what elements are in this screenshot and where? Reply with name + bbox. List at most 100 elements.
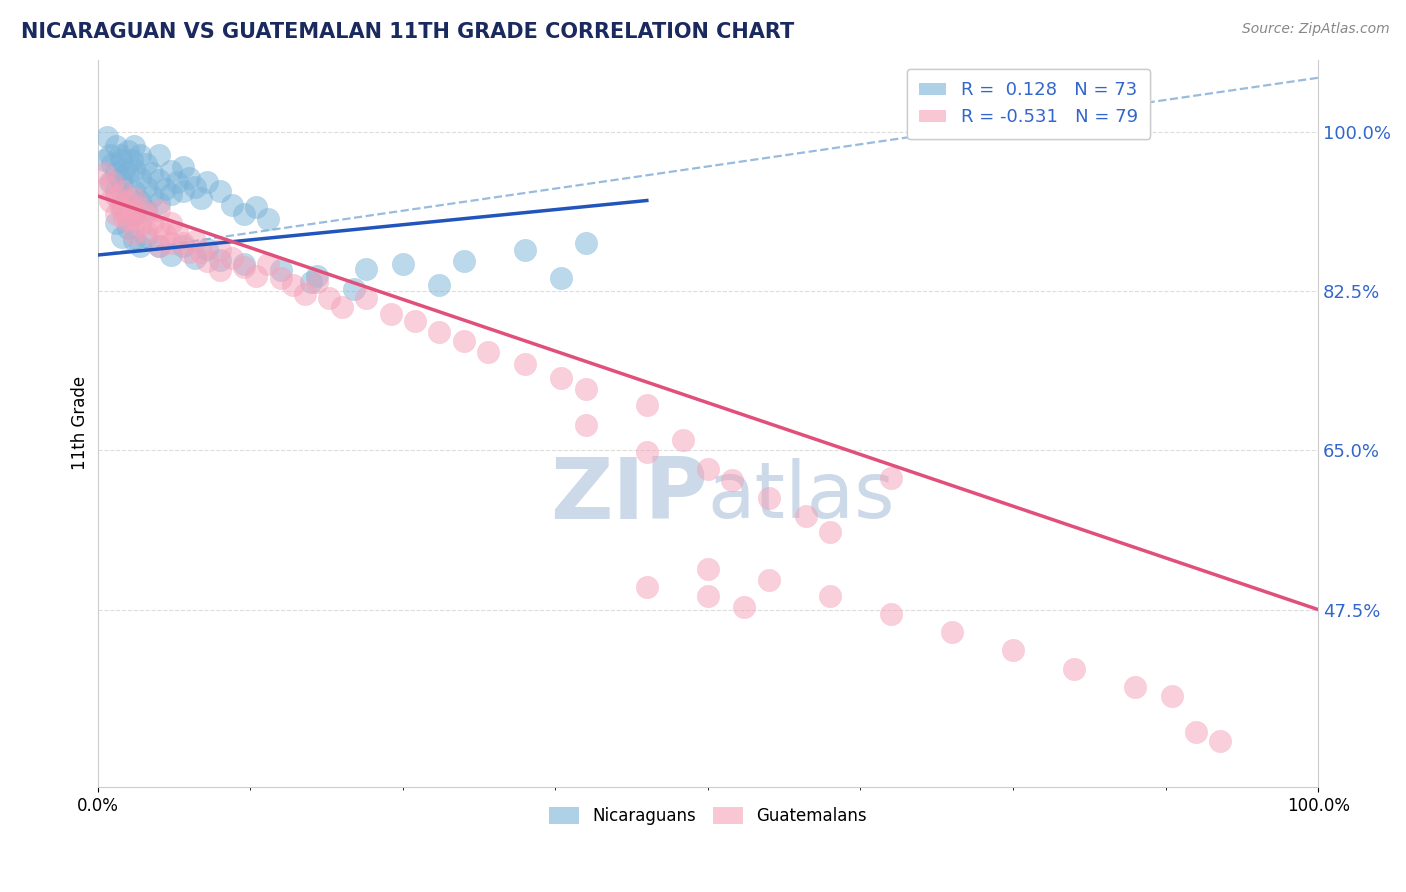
Point [404,314,426,328]
Point [245,200,267,214]
Point [575,236,598,251]
Point [453,334,475,349]
Point [159,187,181,202]
Point [427,278,450,293]
Point [112,161,135,176]
Point [575,382,598,396]
Point [117,211,139,226]
Point [818,589,841,603]
Point [93,153,115,167]
Point [135,157,157,171]
Point [159,236,181,251]
Point [112,211,135,226]
Point [1123,680,1146,694]
Point [380,307,402,321]
Point [733,599,755,614]
Point [122,227,145,241]
Point [159,248,181,262]
Text: NICARAGUAN VS GUATEMALAN 11TH GRADE CORRELATION CHART: NICARAGUAN VS GUATEMALAN 11TH GRADE CORR… [21,22,794,42]
Point [696,461,718,475]
Point [135,207,157,221]
Point [197,254,219,268]
Point [307,268,329,283]
Point [513,357,536,371]
Point [153,227,176,241]
Point [190,191,212,205]
Point [354,261,377,276]
Point [270,263,292,277]
Point [104,207,127,221]
Text: atlas: atlas [707,458,896,534]
Point [197,242,219,256]
Point [135,179,157,194]
Point [135,202,157,217]
Point [108,148,131,162]
Point [391,257,413,271]
Point [111,230,134,244]
Point [129,170,152,185]
Point [108,170,131,185]
Point [208,185,231,199]
Point [1185,725,1208,739]
Point [299,275,322,289]
Point [101,157,124,171]
Legend: R =  0.128   N = 73, R = -0.531   N = 79: R = 0.128 N = 73, R = -0.531 N = 79 [907,69,1150,139]
Point [111,202,134,217]
Point [122,207,145,221]
Point [318,291,340,305]
Point [148,239,170,253]
Point [343,282,366,296]
Point [111,185,134,199]
Point [172,239,194,253]
Point [148,202,170,217]
Point [208,244,231,258]
Point [108,198,131,212]
Point [233,207,256,221]
Point [477,345,499,359]
Point [636,398,658,412]
Point [117,166,139,180]
Point [880,471,903,485]
Point [208,252,231,267]
Point [270,270,292,285]
Point [758,491,780,505]
Point [121,153,143,167]
Point [129,239,152,253]
Point [294,287,316,301]
Point [1160,689,1182,703]
Point [117,189,139,203]
Point [221,251,243,265]
Point [153,182,176,196]
Point [166,225,188,239]
Point [111,175,134,189]
Point [550,270,572,285]
Point [129,194,152,208]
Point [427,326,450,340]
Point [111,198,134,212]
Point [245,268,267,283]
Point [98,194,121,208]
Point [1209,734,1232,748]
Point [307,275,329,289]
Point [166,175,188,189]
Point [104,166,127,180]
Point [941,625,963,640]
Point [122,233,145,247]
Point [141,216,163,230]
Point [96,179,118,194]
Point [257,211,280,226]
Point [129,148,152,162]
Point [111,153,134,167]
Point [453,254,475,268]
Point [141,166,163,180]
Point [550,371,572,385]
Point [179,170,201,185]
Point [513,244,536,258]
Point [354,291,377,305]
Point [117,220,139,235]
Point [636,445,658,459]
Point [281,278,304,293]
Point [221,198,243,212]
Point [122,209,145,223]
Point [184,235,207,249]
